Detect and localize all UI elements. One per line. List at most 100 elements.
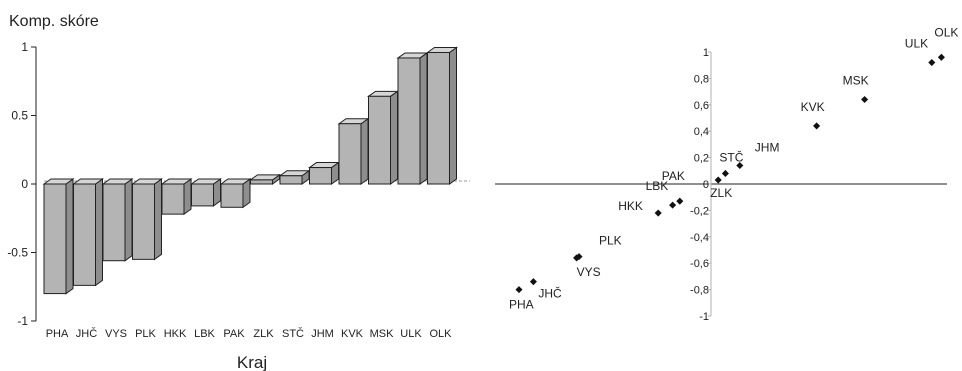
bar-chart-x-tick-label: PLK (135, 328, 156, 340)
scatter-point: PHA (509, 286, 534, 312)
bar (425, 46, 459, 185)
scatter-point: JHČ (529, 278, 562, 301)
bar (101, 178, 134, 262)
scatter-point-marker (721, 169, 729, 177)
bar (337, 117, 370, 185)
scatter-point-label: JHM (755, 141, 780, 155)
bar-chart-y-tick-label: 1 (21, 40, 28, 54)
bar-chart-x-tick-label: JHČ (76, 327, 97, 340)
scatter-point-label: PHA (509, 298, 534, 312)
bar-front (368, 95, 391, 185)
scatter-point: PAK (662, 169, 685, 205)
bar-chart-x-tick-label: VYS (105, 328, 127, 340)
scatter-chart-axes: -1 -0,8 -0,6 -0,4 -0,2 0 0,2 0,4 0,6 0,8 1 (495, 47, 947, 323)
bar-chart-x-tick-label: MSK (370, 328, 395, 340)
scatter-point: HKK (618, 199, 662, 217)
bar-front (43, 183, 67, 295)
bar-front (132, 183, 155, 260)
scatter-point-marker (654, 209, 662, 217)
scatter-point-marker (861, 95, 869, 104)
scatter-point-marker (575, 253, 583, 261)
scatter-y-tick-label: 1 (703, 47, 709, 59)
scatter-y-tick-label: 0,6 (694, 100, 709, 112)
scatter-point: ZLK (710, 176, 732, 200)
scatter-point-label: JHČ (538, 286, 562, 301)
scatter-point-label: ZLK (710, 186, 732, 200)
bar-chart-y-tick-label: 0.5 (11, 109, 28, 123)
bar-side (65, 178, 74, 295)
bar-side (390, 90, 398, 185)
bar-front (73, 183, 96, 286)
bar (160, 178, 193, 216)
bar-side (449, 46, 457, 185)
bar (189, 178, 223, 207)
bar-front (250, 179, 273, 185)
bar (42, 178, 75, 295)
scatter-point-marker (529, 278, 537, 286)
scatter-point: OLK (934, 25, 958, 61)
bar-front (191, 183, 214, 207)
scatter-point-marker (676, 197, 684, 205)
scatter-y-tick-label: 0 (703, 179, 709, 191)
scatter-y-tick-label: -0,6 (690, 258, 709, 270)
bar-front (397, 57, 421, 185)
bar-front (220, 183, 244, 208)
bar-front (338, 123, 362, 185)
scatter-point-label: PLK (599, 234, 622, 248)
scatter-point-label: PAK (662, 169, 685, 183)
scatter-point: ULK (905, 37, 936, 67)
bar-chart-y-tick-label: 0 (21, 177, 28, 191)
bar-side (154, 178, 162, 261)
bar (71, 178, 105, 287)
bar (219, 178, 252, 209)
scatter-y-tick-label: 0,2 (694, 153, 709, 165)
scatter-point-marker (813, 122, 821, 130)
bar (307, 161, 341, 185)
scatter-y-tick-label: 0,8 (694, 73, 709, 85)
bar-chart-xlabel: Kraj (237, 353, 267, 371)
scatter-point: STČ (719, 149, 744, 177)
scatter-point-marker (736, 161, 744, 170)
bar-front (102, 183, 126, 262)
bar-chart-x-tick-label: HKK (164, 328, 187, 340)
bar-front (279, 175, 303, 185)
bar-side (360, 117, 369, 185)
scatter-point-label: MSK (843, 74, 869, 88)
scatter-point-label: VYS (577, 265, 601, 279)
bar-chart-bars (42, 46, 470, 295)
bar (366, 90, 400, 185)
scatter-y-tick-label: -0,8 (690, 285, 709, 297)
scatter-point-label: OLK (934, 25, 958, 39)
scatter-point-marker (669, 201, 677, 209)
bar-side (183, 178, 192, 216)
scatter-point: PLK (575, 234, 622, 261)
bar-chart-x-tick-label: KVK (341, 328, 364, 340)
bar-side (124, 178, 133, 262)
scatter-point-label: STČ (719, 149, 743, 164)
bar-chart-ylabel: Komp. skóre (9, 13, 99, 30)
bar-chart-x-tick-label: PHA (46, 328, 69, 340)
bar-chart-x-tick-label: STČ (282, 327, 304, 340)
bar (278, 169, 311, 185)
bar-chart-y-tick-label: -1 (17, 314, 28, 328)
bar-chart-x-tick-label: PAK (223, 328, 245, 340)
scatter-point: LBK (646, 179, 677, 209)
bar-chart-x-tick-label: JHM (311, 328, 334, 340)
scatter-point: KVK (801, 100, 825, 130)
bar-front (309, 167, 332, 185)
scatter-y-tick-label: 0,4 (694, 126, 709, 138)
bar-front (427, 51, 450, 185)
bar-chart-y-axis: -1 -0.5 0 0.5 1 (7, 40, 37, 328)
scatter-point-label: HKK (618, 199, 643, 213)
scatter-point-marker (928, 59, 936, 67)
scatter-y-tick-label: -1 (699, 311, 709, 323)
bar-chart-x-tick-label: ULK (400, 328, 422, 340)
scatter-point: JHM (736, 141, 779, 170)
scatter-point-label: ULK (905, 37, 928, 51)
scatter-y-tick-label: -0,2 (690, 205, 709, 217)
scatter-point-marker (714, 176, 722, 184)
bar-chart-x-tick-label: LBK (194, 328, 215, 340)
bar-chart: Komp. skóre Kraj -1 -0.5 0 0.5 1 PHA JHČ VYS PL… (7, 13, 470, 371)
